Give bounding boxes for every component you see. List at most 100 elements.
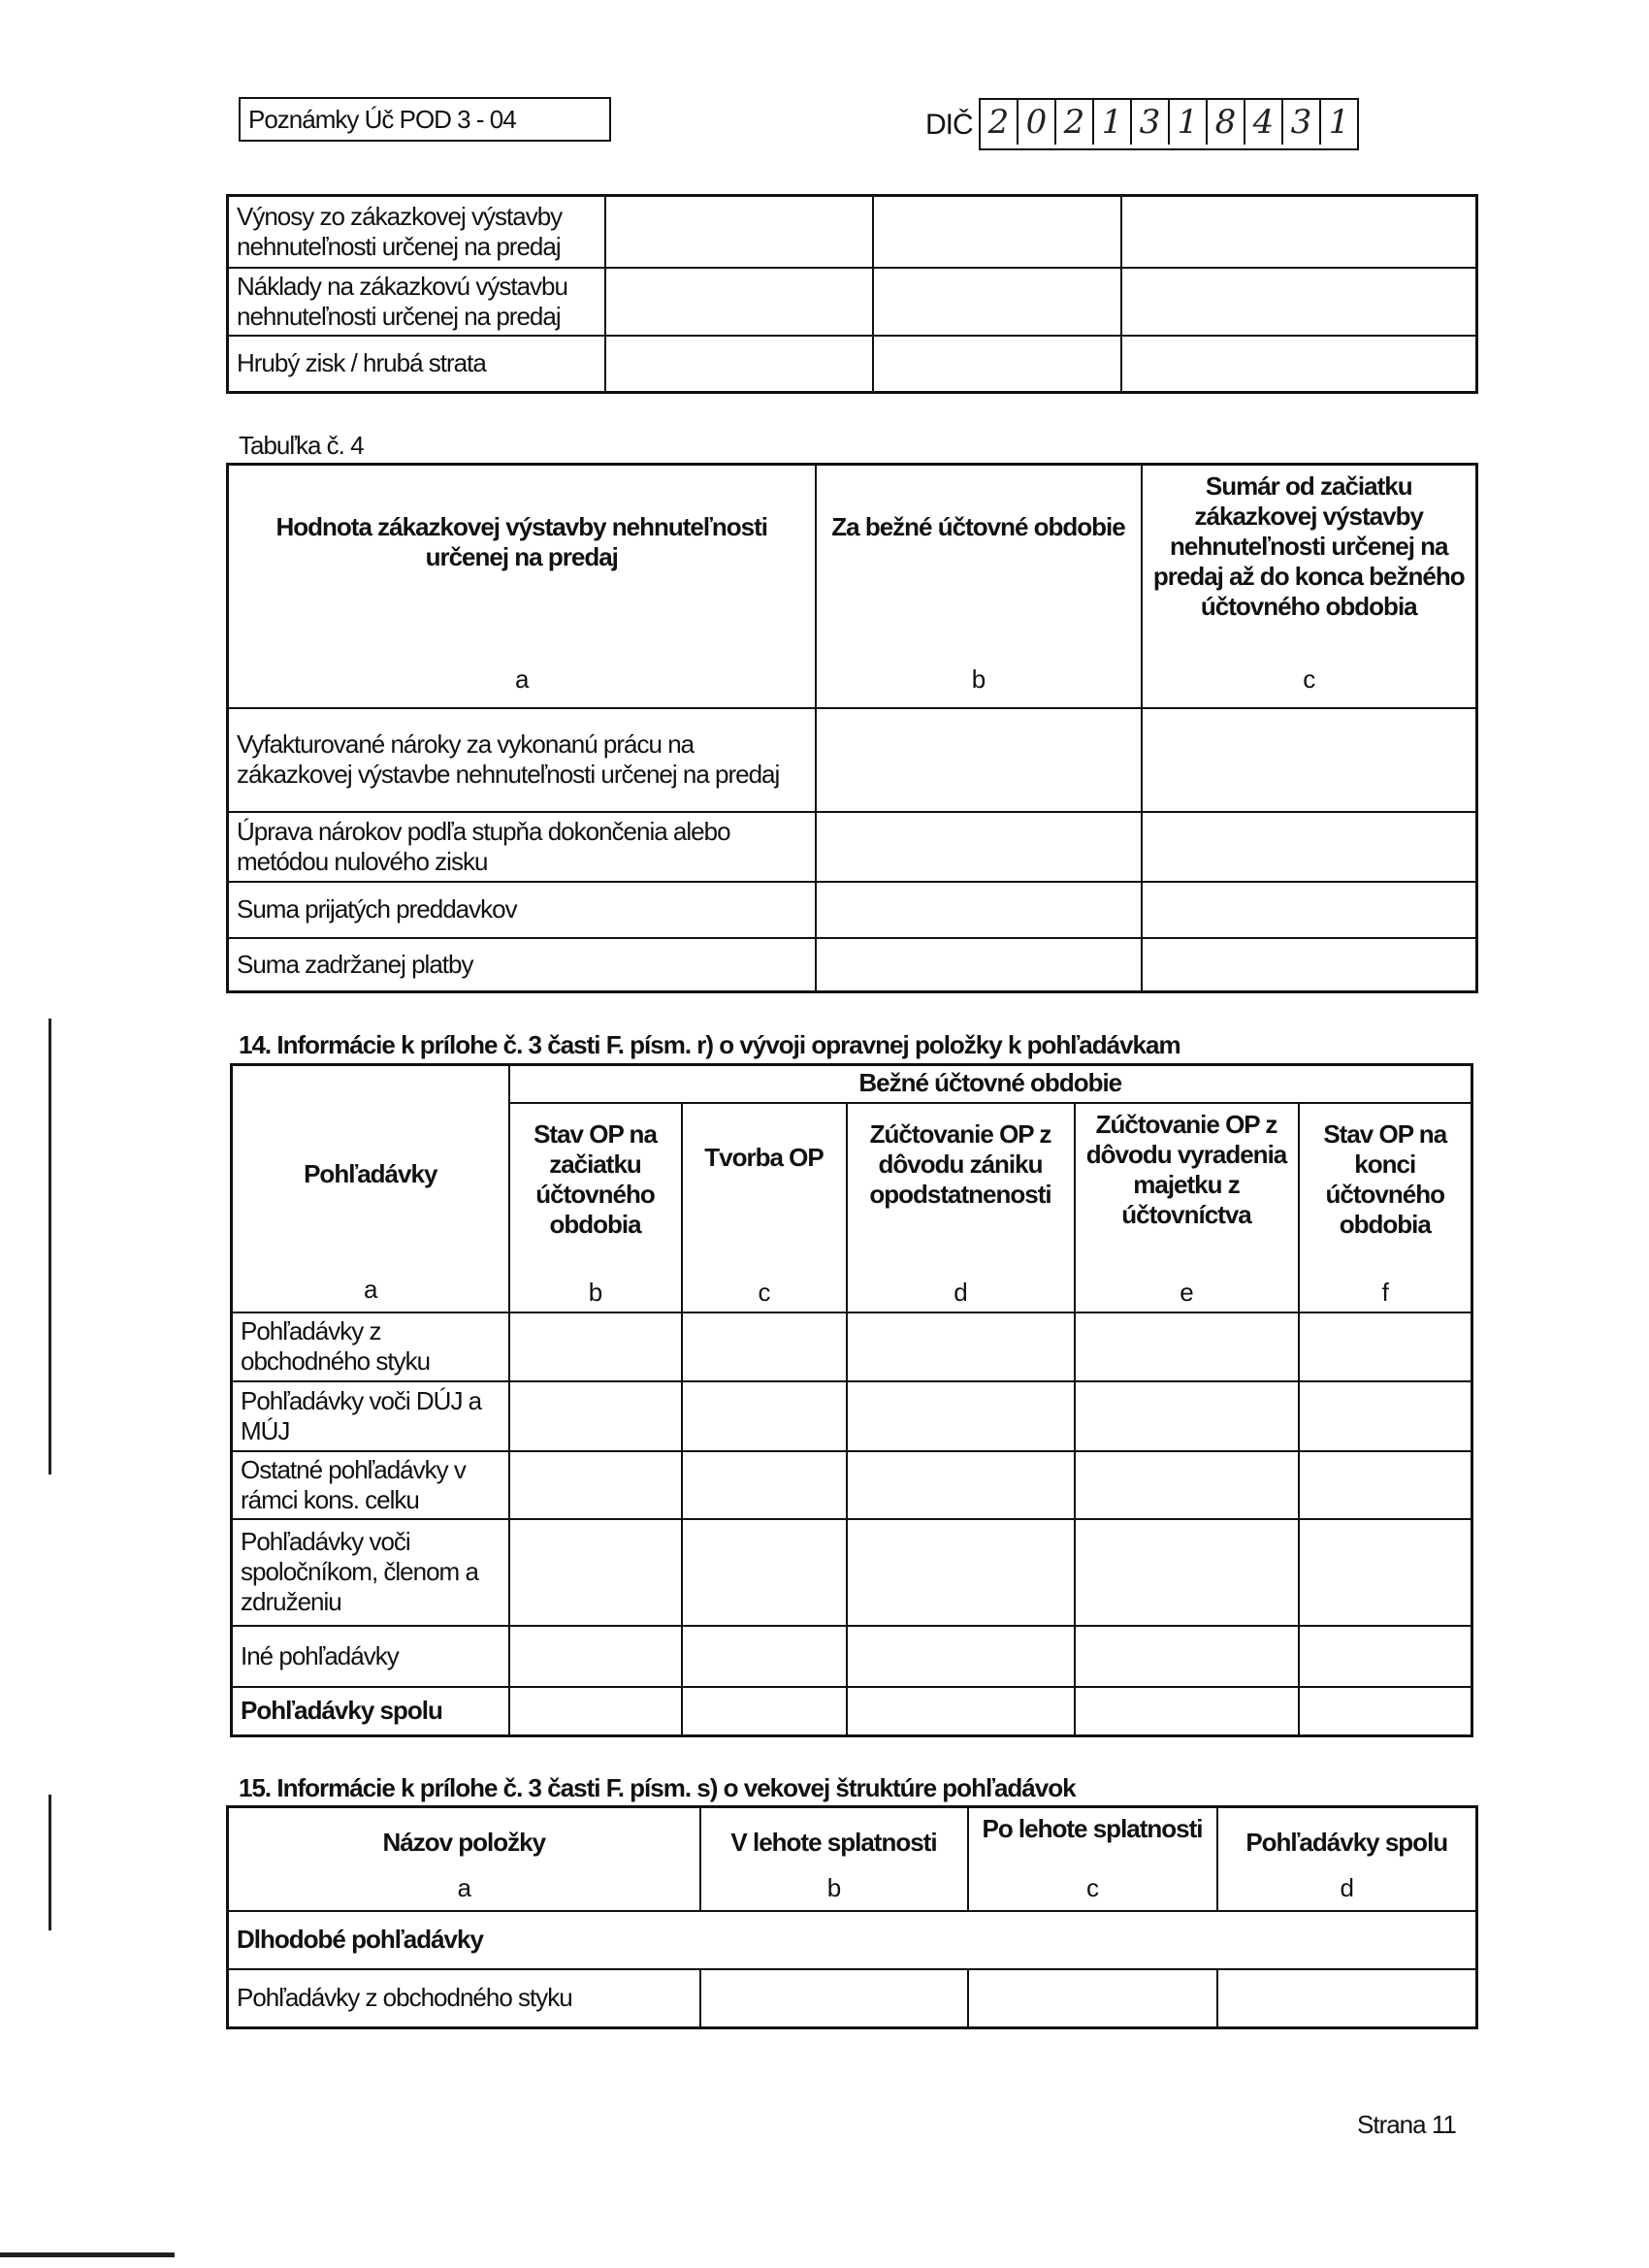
value-cell[interactable] — [1297, 1311, 1473, 1382]
value-cell[interactable] — [814, 936, 1143, 993]
column-header: Názov položky a — [226, 1805, 701, 1912]
value-cell[interactable] — [845, 1379, 1076, 1452]
value-cell[interactable] — [603, 266, 874, 337]
header-row: Stav OP na začiatku účtovného obdobia b Tv… — [232, 1101, 1473, 1313]
row-label: Náklady na zákazkovú výstavbu nehnuteľno… — [226, 266, 606, 337]
value-cell[interactable] — [680, 1379, 848, 1452]
row-label: Výnosy zo zákazkovej výstavby nehnuteľno… — [226, 194, 606, 269]
section14-title: 14. Informácie k prílohe č. 3 časti F. p… — [239, 1030, 1181, 1059]
row-label: Vyfakturované nároky za vykonanú prácu n… — [226, 706, 817, 813]
value-cell[interactable] — [698, 1967, 969, 2029]
table-allowance-receivables: Pohľadávky a Bežné účtovné obdobie Stav OP … — [230, 1063, 1473, 1737]
header-wrap: Stav OP na konci účtovného obdobia f — [1308, 1110, 1464, 1308]
group-row: Dlhodobé pohľadávky — [226, 1909, 1478, 1970]
value-cell[interactable] — [507, 1624, 683, 1688]
value-cell[interactable] — [507, 1685, 683, 1737]
value-cell[interactable] — [1297, 1449, 1473, 1520]
header-text: Zúčtovanie OP z dôvodu zániku opodstatne… — [869, 1118, 1051, 1209]
header-wrap: Pohľadávky a — [241, 1072, 501, 1305]
table4-caption: Tabuľka č. 4 — [239, 431, 365, 460]
column-header: Tvorba OP c — [680, 1101, 848, 1313]
value-cell[interactable] — [507, 1517, 683, 1627]
value-cell[interactable] — [1140, 810, 1478, 883]
header-text: Po lehote splatnosti — [982, 1814, 1203, 1843]
value-cell[interactable] — [1119, 194, 1478, 269]
header-wrap: Tvorba OP c — [691, 1110, 838, 1308]
value-cell[interactable] — [1297, 1685, 1473, 1737]
header-text: Za bežné účtovné obdobie — [831, 512, 1125, 541]
value-cell[interactable] — [814, 880, 1143, 939]
value-cell[interactable] — [845, 1449, 1076, 1520]
column-header: Pohľadávky a — [230, 1063, 510, 1313]
value-cell[interactable] — [1119, 334, 1478, 394]
value-cell[interactable] — [680, 1449, 848, 1520]
value-cell[interactable] — [1140, 880, 1478, 939]
value-cell[interactable] — [603, 194, 874, 269]
scan-margin-mark — [48, 1795, 51, 1930]
table-receivables-age: Názov položky a V lehote splatnosti b Po leh… — [226, 1805, 1478, 2029]
value-cell[interactable] — [845, 1517, 1076, 1627]
header-wrap: Po lehote splatnosti c — [977, 1814, 1209, 1903]
scan-margin-mark — [48, 1019, 51, 1474]
value-cell[interactable] — [1140, 706, 1478, 813]
row-label: Pohľadávky voči spoločníkom, členom a zd… — [230, 1517, 510, 1627]
value-cell[interactable] — [871, 266, 1122, 337]
value-cell[interactable] — [507, 1379, 683, 1452]
value-cell[interactable] — [1073, 1624, 1300, 1688]
table-row: Hrubý zisk / hrubá strata — [226, 334, 1478, 394]
dic-digit: 3 — [1283, 100, 1321, 145]
value-cell[interactable] — [1073, 1449, 1300, 1520]
value-cell[interactable] — [871, 334, 1122, 394]
table-row: Pohľadávky voči DÚJ a MÚJ — [230, 1379, 1473, 1452]
value-cell[interactable] — [1297, 1624, 1473, 1688]
value-cell[interactable] — [1119, 266, 1478, 337]
value-cell[interactable] — [845, 1685, 1076, 1737]
dic-digit: 0 — [1018, 100, 1056, 145]
column-header: Stav OP na začiatku účtovného obdobia b — [507, 1101, 683, 1313]
dic-digit: 1 — [1094, 100, 1132, 145]
value-cell[interactable] — [507, 1311, 683, 1382]
column-letter: a — [364, 1275, 377, 1304]
column-letter: a — [515, 664, 529, 694]
group-label: Dlhodobé pohľadávky — [226, 1909, 1478, 1970]
column-header: Sumár od začiatku zákazkovej výstavby ne… — [1140, 463, 1478, 709]
table-row: Suma prijatých preddavkov — [226, 880, 1478, 939]
column-letter: b — [971, 664, 986, 694]
value-cell[interactable] — [680, 1311, 848, 1382]
value-cell[interactable] — [1297, 1517, 1473, 1627]
header-row: Pohľadávky a Bežné účtovné obdobie — [230, 1063, 1473, 1313]
value-cell[interactable] — [603, 334, 874, 394]
value-cell[interactable] — [966, 1967, 1218, 2029]
header-wrap: Stav OP na začiatku účtovného obdobia b — [518, 1110, 673, 1308]
value-cell[interactable] — [814, 810, 1143, 883]
value-cell[interactable] — [1215, 1967, 1478, 2029]
dic-digit: 8 — [1208, 100, 1245, 145]
value-cell[interactable] — [680, 1517, 848, 1627]
row-label: Suma zadržanej platby — [226, 936, 817, 993]
value-cell[interactable] — [1073, 1311, 1300, 1382]
value-cell[interactable] — [1073, 1379, 1300, 1452]
column-letter: e — [1180, 1277, 1193, 1307]
column-header: Po lehote splatnosti c — [966, 1805, 1218, 1912]
column-letter: c — [1086, 1873, 1099, 1902]
value-cell[interactable] — [1140, 936, 1478, 993]
value-cell[interactable] — [507, 1449, 683, 1520]
table-row: Úprava nárokov podľa stupňa dokončenia a… — [226, 810, 1478, 883]
value-cell[interactable] — [871, 194, 1122, 269]
table-row: Vyfakturované nároky za vykonanú prácu n… — [226, 706, 1478, 813]
value-cell[interactable] — [814, 706, 1143, 813]
table-row: Ostatné pohľadávky v rámci kons. celku — [230, 1449, 1473, 1520]
value-cell[interactable] — [1073, 1685, 1300, 1737]
column-header: Zúčtovanie OP z dôvodu zániku opodstatne… — [845, 1101, 1076, 1313]
value-cell[interactable] — [1073, 1517, 1300, 1627]
header-text: Pohľadávky — [304, 1159, 437, 1188]
value-cell[interactable] — [845, 1311, 1076, 1382]
value-cell[interactable] — [1297, 1379, 1473, 1452]
value-cell[interactable] — [845, 1624, 1076, 1688]
column-letter: c — [1303, 664, 1315, 694]
section15-title: 15. Informácie k prílohe č. 3 časti F. p… — [239, 1773, 1077, 1802]
form-label: Poznámky Úč POD 3 - 04 — [248, 105, 517, 134]
value-cell[interactable] — [680, 1685, 848, 1737]
value-cell[interactable] — [680, 1624, 848, 1688]
